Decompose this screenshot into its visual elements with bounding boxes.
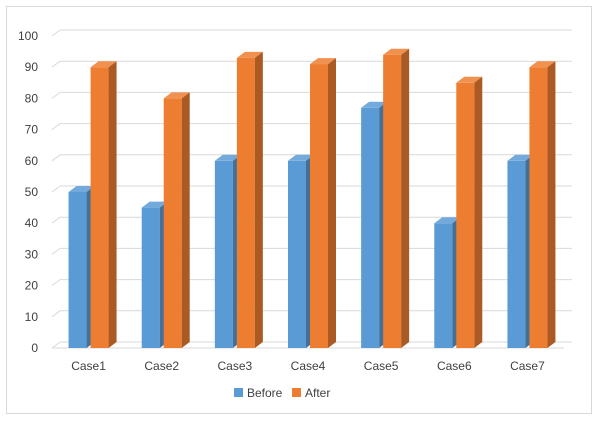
x-tick-label: Case1 [71, 359, 106, 373]
bar-top-face [529, 61, 556, 68]
bar-top-face [361, 101, 388, 108]
bar-after [456, 82, 475, 349]
bar-side-face [108, 61, 117, 348]
gridline-depth [51, 341, 61, 349]
gridline-depth [51, 310, 61, 318]
bar-after [163, 98, 182, 349]
bar-before [434, 223, 453, 348]
bar-side-face [328, 58, 336, 348]
y-tick-label: 20 [25, 279, 39, 293]
gridline-depth [51, 154, 61, 162]
gridline-depth [51, 216, 61, 224]
bar-side-face [181, 92, 190, 349]
gridline-depth [51, 60, 61, 68]
bar-after [90, 67, 109, 348]
bar-after [236, 57, 255, 349]
y-tick-label: 70 [25, 123, 39, 137]
bar-side-face [474, 76, 483, 349]
x-tick-label: Case5 [364, 359, 399, 373]
y-tick-label: 10 [25, 310, 39, 324]
y-tick-label: 40 [25, 216, 39, 230]
bar-top-face [163, 92, 190, 99]
y-tick-label: 60 [25, 154, 39, 168]
bar-before [141, 207, 160, 348]
bar-top-face [310, 58, 336, 65]
x-tick-label: Case4 [291, 359, 326, 373]
x-tick-label: Case6 [437, 359, 472, 373]
y-tick-label: 50 [25, 185, 39, 199]
bar-before [361, 107, 380, 348]
legend-swatch-before [234, 388, 243, 397]
y-tick-label: 90 [25, 60, 39, 74]
bar-before [507, 160, 526, 348]
bar-top-face [434, 217, 461, 224]
bar-top-face [90, 61, 117, 68]
y-tick-label: 0 [31, 341, 38, 355]
y-tick-label: 30 [25, 247, 39, 261]
bar-top-face [214, 154, 241, 161]
bar-side-face [547, 61, 556, 348]
bar-side-face [254, 51, 263, 349]
legend-label-after: After [305, 386, 330, 400]
gridline-depth [51, 247, 61, 255]
bar-top-face [288, 154, 314, 161]
bar-before [214, 160, 233, 348]
x-tick-label: Case7 [510, 359, 545, 373]
bar-top-face [68, 186, 95, 192]
bar-after [383, 54, 402, 348]
y-tick-label: 80 [25, 91, 39, 105]
y-tick-label: 100 [18, 29, 38, 43]
legend-swatch-after [292, 388, 301, 397]
bar-side-face [401, 48, 410, 348]
gridline-depth [51, 29, 61, 37]
bar-after [529, 67, 548, 348]
gridline-depth [51, 185, 61, 193]
gridline-depth [51, 92, 61, 99]
legend-label-before: Before [247, 386, 283, 400]
bar-top-face [383, 48, 410, 55]
bar-before [68, 192, 87, 348]
bar-top-face [141, 201, 168, 208]
bar-top-face [507, 154, 534, 161]
bar-top-face [456, 76, 483, 83]
bar-top-face [236, 51, 263, 58]
gridline-depth [51, 279, 61, 287]
bar-before [288, 160, 306, 348]
x-tick-label: Case2 [144, 359, 179, 373]
gridline-depth [51, 123, 61, 131]
x-tick-label: Case3 [218, 359, 253, 373]
bar-after [310, 64, 328, 348]
